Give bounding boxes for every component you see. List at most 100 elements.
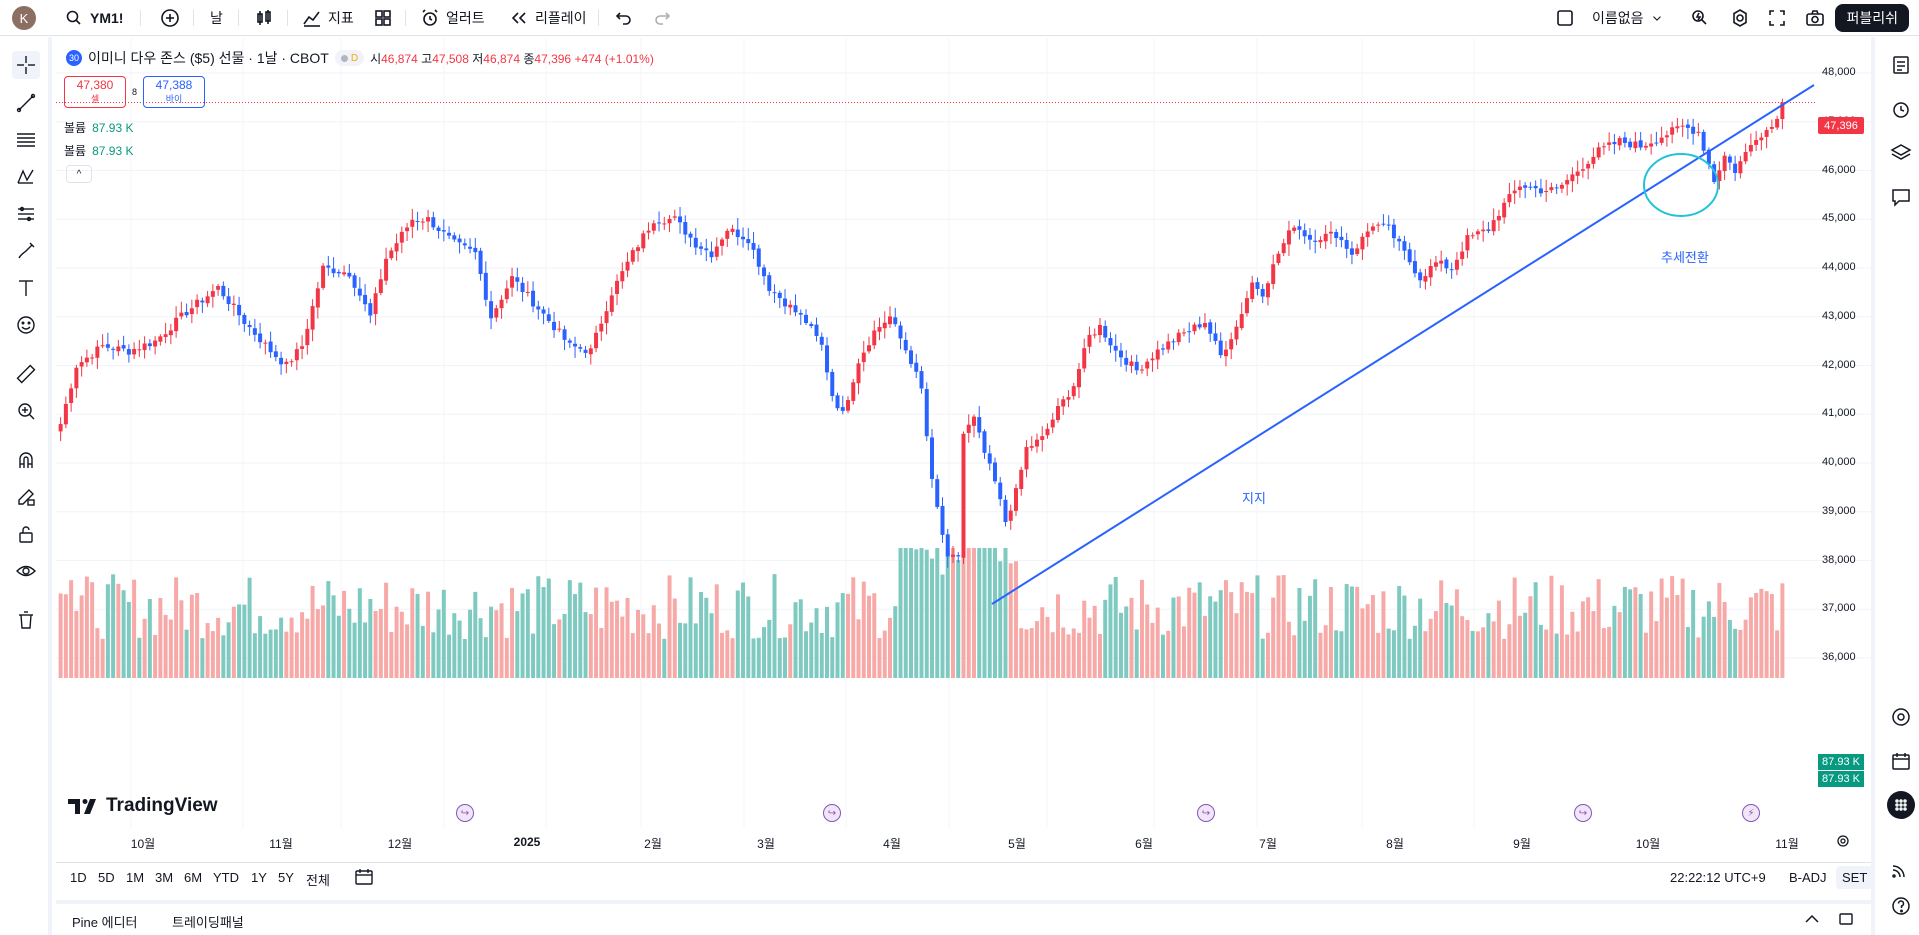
object-tree-button[interactable] [1887,139,1915,167]
range-1y[interactable]: 1Y [251,870,267,885]
collapse-panel-button[interactable] [1804,912,1820,929]
sell-button[interactable]: 47,380 셀 [64,76,126,108]
fib-tool[interactable] [12,126,40,154]
delay-badge[interactable]: D [334,50,365,66]
event-marker[interactable]: ↪ [1197,804,1215,822]
user-avatar[interactable]: K [12,6,36,30]
crosshair-tool[interactable] [12,51,40,79]
chart-pane[interactable] [56,38,1871,828]
emoji-tool[interactable] [12,311,40,339]
volume-bar [977,548,982,678]
volume-legend-1[interactable]: 볼륨 87.93 K [64,119,133,136]
candle-body [762,267,767,277]
quick-search-button[interactable] [1690,0,1710,36]
volume-legend-2[interactable]: 볼륨 87.93 K [64,142,133,159]
event-marker[interactable]: ↪ [1574,804,1592,822]
candle-body [431,217,436,228]
candle-body [1670,127,1675,135]
tab-trading-panel[interactable]: 트레이딩패널 [172,915,244,930]
products-button[interactable] [1887,791,1915,819]
clock-display[interactable]: 22:22:12 UTC+9 [1670,870,1766,885]
pattern-tool[interactable] [12,163,40,191]
candle-body [1397,238,1402,242]
publish-button[interactable]: 퍼블리쉬 [1835,4,1909,32]
target-icon [1892,708,1910,726]
candle-body [961,433,966,558]
zoom-tool[interactable] [12,397,40,425]
range-6m[interactable]: 6M [184,870,203,885]
compare-symbol-button[interactable] [160,0,180,36]
watchlist-button[interactable] [1887,51,1915,79]
buy-button[interactable]: 47,388 바이 [143,76,206,108]
chats-button[interactable] [1887,183,1915,211]
range-5d[interactable]: 5D [98,870,115,885]
volume-bar [1544,629,1549,678]
candle-body [1475,231,1480,235]
tab-pine-editor[interactable]: Pine 에디터 [72,915,138,930]
volume-bar [1712,616,1717,678]
calendar-button[interactable] [1887,747,1915,775]
buy-label: 바이 [165,94,183,104]
volume-bar [1181,626,1186,678]
redo-button[interactable] [652,0,672,36]
volume-bar [1307,595,1312,678]
layout-name-button[interactable]: 이름없음 [1592,0,1664,36]
prediction-tool[interactable] [12,200,40,228]
volume-bar [898,548,903,678]
candle-body [641,233,646,249]
range-1d[interactable]: 1D [70,870,87,885]
event-marker[interactable]: ↪ [456,804,474,822]
measure-tool[interactable] [12,360,40,388]
price-chart[interactable] [56,38,1871,828]
volume-bar [888,617,892,678]
range-3m[interactable]: 3M [155,870,174,885]
candle-body [1759,137,1764,141]
session-toggle[interactable]: SET [1836,866,1874,889]
candle-body [1339,236,1344,241]
range-5y[interactable]: 5Y [278,870,294,885]
delay-label: D [350,52,359,64]
support-annotation[interactable]: 지지 [1242,491,1266,506]
brush-tool[interactable] [12,237,40,265]
layout-menu-button[interactable] [1555,0,1575,36]
layouts-button[interactable] [373,0,393,36]
range-ytd[interactable]: YTD [213,870,239,885]
lock-drawings-tool[interactable] [12,520,40,548]
alerts-button[interactable] [1887,95,1915,123]
fullscreen-button[interactable] [1767,0,1787,36]
axis-settings-button[interactable] [1836,834,1850,851]
tradingview-logo[interactable]: TradingView [68,795,218,817]
ideas-button[interactable] [1887,703,1915,731]
maximize-panel-button[interactable] [1838,912,1854,929]
hide-drawings-tool[interactable] [12,557,40,585]
text-tool[interactable] [12,274,40,302]
undo-button[interactable] [614,0,634,36]
candle-body [231,303,236,305]
back-adjust-toggle[interactable]: B-ADJ [1789,870,1827,885]
date-range-button[interactable] [354,868,374,889]
range-1m[interactable]: 1M [126,870,145,885]
settings-button[interactable] [1730,0,1750,36]
trend-change-annotation[interactable]: 추세전환 [1661,250,1709,265]
candle-body [930,437,934,479]
snapshot-button[interactable] [1805,0,1825,36]
event-marker[interactable]: ↪ [823,804,841,822]
event-marker[interactable]: ⚡ [1742,804,1760,822]
remove-drawings-tool[interactable] [12,606,40,634]
alert-button[interactable]: 얼러트 [420,0,485,36]
range-all[interactable]: 전체 [306,873,330,888]
stay-drawing-tool[interactable] [12,483,40,511]
indicators-button[interactable]: 지표 [302,0,354,36]
collapse-legend-button[interactable]: ^ [66,165,92,183]
replay-button[interactable]: 리플레이 [509,0,587,36]
magnet-tool[interactable] [12,446,40,474]
volume-bar [1097,633,1102,678]
symbol-search-button[interactable]: YM1! [64,0,123,36]
signal-button[interactable] [1887,853,1915,881]
interval-button[interactable]: 날 [210,0,223,36]
symbol-title[interactable]: 이미니 다우 존스 ($5) 선물 · 1날 · CBOT [88,50,329,66]
chart-type-button[interactable] [254,0,274,36]
help-button[interactable] [1887,892,1915,920]
trend-line-tool[interactable] [12,89,40,117]
